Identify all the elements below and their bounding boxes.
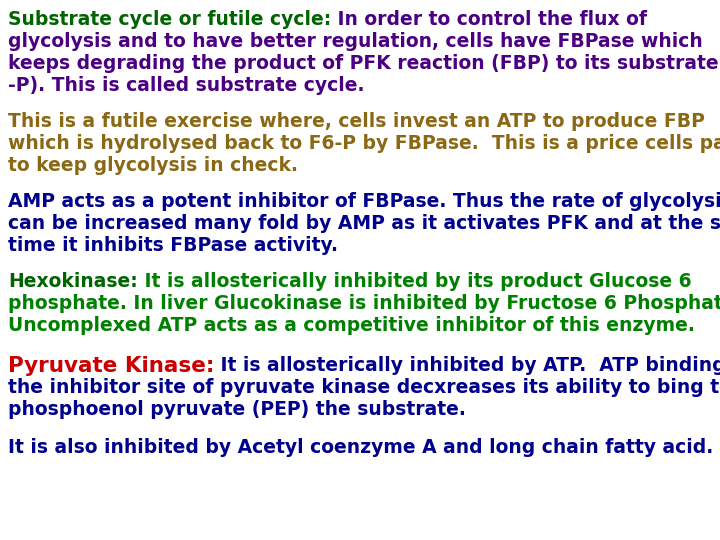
Text: -P). This is called substrate cycle.: -P). This is called substrate cycle.: [8, 76, 364, 95]
Text: phosphate. In liver Glucokinase is inhibited by Fructose 6 Phosphate.: phosphate. In liver Glucokinase is inhib…: [8, 294, 720, 313]
Text: Uncomplexed ATP acts as a competitive inhibitor of this enzyme.: Uncomplexed ATP acts as a competitive in…: [8, 316, 695, 335]
Text: In order to control the flux of: In order to control the flux of: [331, 10, 647, 29]
Text: It is also inhibited by Acetyl coenzyme A and long chain fatty acid.: It is also inhibited by Acetyl coenzyme …: [8, 438, 714, 457]
Text: can be increased many fold by AMP as it activates PFK and at the same: can be increased many fold by AMP as it …: [8, 214, 720, 233]
Text: phosphoenol pyruvate (PEP) the substrate.: phosphoenol pyruvate (PEP) the substrate…: [8, 400, 466, 419]
Text: This is a futile exercise where, cells invest an ATP to produce FBP: This is a futile exercise where, cells i…: [8, 112, 705, 131]
Text: keeps degrading the product of PFK reaction (FBP) to its substrate (F-6: keeps degrading the product of PFK react…: [8, 54, 720, 73]
Text: Substrate cycle or futile cycle:: Substrate cycle or futile cycle:: [8, 10, 331, 29]
Text: It is allosterically inhibited by ATP.  ATP binding to: It is allosterically inhibited by ATP. A…: [215, 356, 720, 375]
Text: the inhibitor site of pyruvate kinase decxreases its ability to bing to: the inhibitor site of pyruvate kinase de…: [8, 378, 720, 397]
Text: glycolysis and to have better regulation, cells have FBPase which: glycolysis and to have better regulation…: [8, 32, 703, 51]
Text: Hexokinase:: Hexokinase:: [8, 272, 138, 291]
Text: It is allosterically inhibited by its product Glucose 6: It is allosterically inhibited by its pr…: [138, 272, 691, 291]
Text: AMP acts as a potent inhibitor of FBPase. Thus the rate of glycolysis: AMP acts as a potent inhibitor of FBPase…: [8, 192, 720, 211]
Text: time it inhibits FBPase activity.: time it inhibits FBPase activity.: [8, 236, 338, 255]
Text: which is hydrolysed back to F6-P by FBPase.  This is a price cells pay: which is hydrolysed back to F6-P by FBPa…: [8, 134, 720, 153]
Text: to keep glycolysis in check.: to keep glycolysis in check.: [8, 156, 298, 175]
Text: Pyruvate Kinase:: Pyruvate Kinase:: [8, 356, 215, 376]
